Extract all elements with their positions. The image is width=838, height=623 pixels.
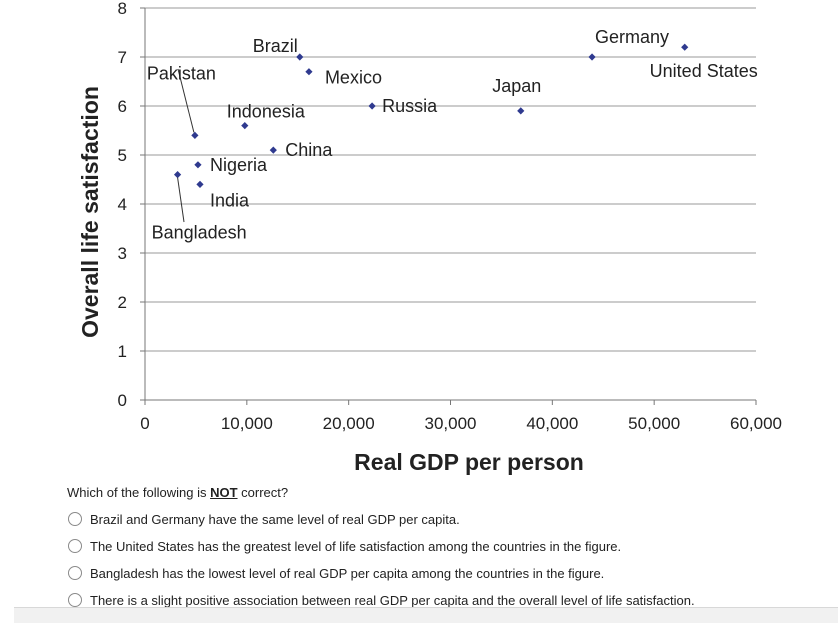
- data-point: [241, 122, 249, 130]
- y-tick-label: 5: [118, 146, 127, 165]
- point-label: Nigeria: [210, 155, 268, 175]
- point-label: Brazil: [253, 36, 298, 56]
- point-label: United States: [650, 61, 758, 81]
- question-emphasis: NOT: [210, 485, 238, 500]
- radio-button[interactable]: [68, 512, 82, 526]
- x-tick-label: 20,000: [323, 414, 375, 433]
- x-axis-label: Real GDP per person: [354, 449, 584, 475]
- question-suffix: correct?: [237, 485, 289, 500]
- y-tick-label: 4: [118, 195, 127, 214]
- point-label: Indonesia: [227, 102, 306, 122]
- gridlines: [145, 7, 756, 352]
- x-tick-label: 40,000: [526, 414, 578, 433]
- answer-option[interactable]: Brazil and Germany have the same level o…: [68, 510, 460, 528]
- option-label: Brazil and Germany have the same level o…: [90, 511, 460, 527]
- radio-button[interactable]: [68, 539, 82, 553]
- data-point: [269, 146, 277, 154]
- data-points: [173, 43, 689, 188]
- data-point: [588, 53, 596, 61]
- question-prefix: Which of the following is: [67, 485, 211, 500]
- x-tick-label: 30,000: [425, 414, 477, 433]
- radio-button[interactable]: [68, 566, 82, 580]
- y-tick-label: 2: [118, 293, 127, 312]
- y-tick-label: 0: [118, 391, 127, 410]
- y-tick-labels: 0 1 2 3 4 5 6 7 8: [118, 0, 127, 410]
- y-tick-label: 6: [118, 97, 127, 116]
- data-point: [681, 43, 689, 51]
- data-point: [194, 161, 202, 169]
- point-labels: Bangladesh Pakistan Nigeria India Indonesia C…: [147, 27, 758, 243]
- option-label: The United States has the greatest level…: [90, 538, 622, 554]
- x-tick-label: 0: [140, 414, 149, 433]
- data-point: [191, 131, 199, 139]
- point-label: Mexico: [325, 68, 382, 88]
- point-label: Pakistan: [147, 63, 216, 83]
- y-tick-label: 8: [118, 0, 127, 18]
- point-label: Bangladesh: [152, 223, 247, 243]
- data-point: [173, 171, 182, 179]
- question-text: Which of the following is NOT correct?: [67, 485, 288, 500]
- answer-option[interactable]: There is a slight positive association b…: [68, 591, 695, 609]
- data-point: [296, 53, 304, 61]
- bottom-bar: [14, 607, 838, 623]
- point-label: India: [210, 190, 250, 210]
- x-tick-label: 10,000: [221, 414, 273, 433]
- answer-option[interactable]: The United States has the greatest level…: [68, 537, 621, 555]
- data-point: [305, 68, 313, 76]
- axes: [140, 7, 757, 405]
- answer-option[interactable]: Bangladesh has the lowest level of real …: [68, 564, 604, 582]
- point-label: China: [285, 140, 333, 160]
- y-tick-label: 7: [118, 48, 127, 67]
- option-label: There is a slight positive association b…: [90, 592, 695, 608]
- scatter-chart: 0 1 2 3 4 5 6 7 8 0 10,000 20,000 30,000 40,000 50,00…: [77, 0, 782, 475]
- point-label: Russia: [382, 96, 438, 116]
- data-point: [368, 102, 376, 110]
- x-tick-label: 60,000: [730, 414, 782, 433]
- leader-line: [177, 177, 185, 223]
- data-point: [517, 107, 525, 115]
- leader-line: [177, 68, 195, 133]
- radio-button[interactable]: [68, 593, 82, 607]
- data-point: [196, 180, 204, 188]
- x-tick-labels: 0 10,000 20,000 30,000 40,000 50,000 60,000: [140, 414, 782, 433]
- point-label: Japan: [492, 76, 541, 96]
- y-tick-label: 1: [118, 342, 127, 361]
- x-tick-label: 50,000: [628, 414, 680, 433]
- y-tick-label: 3: [118, 244, 127, 263]
- option-label: Bangladesh has the lowest level of real …: [90, 565, 605, 581]
- point-label: Germany: [595, 27, 669, 47]
- y-axis-label: Overall life satisfaction: [77, 86, 103, 338]
